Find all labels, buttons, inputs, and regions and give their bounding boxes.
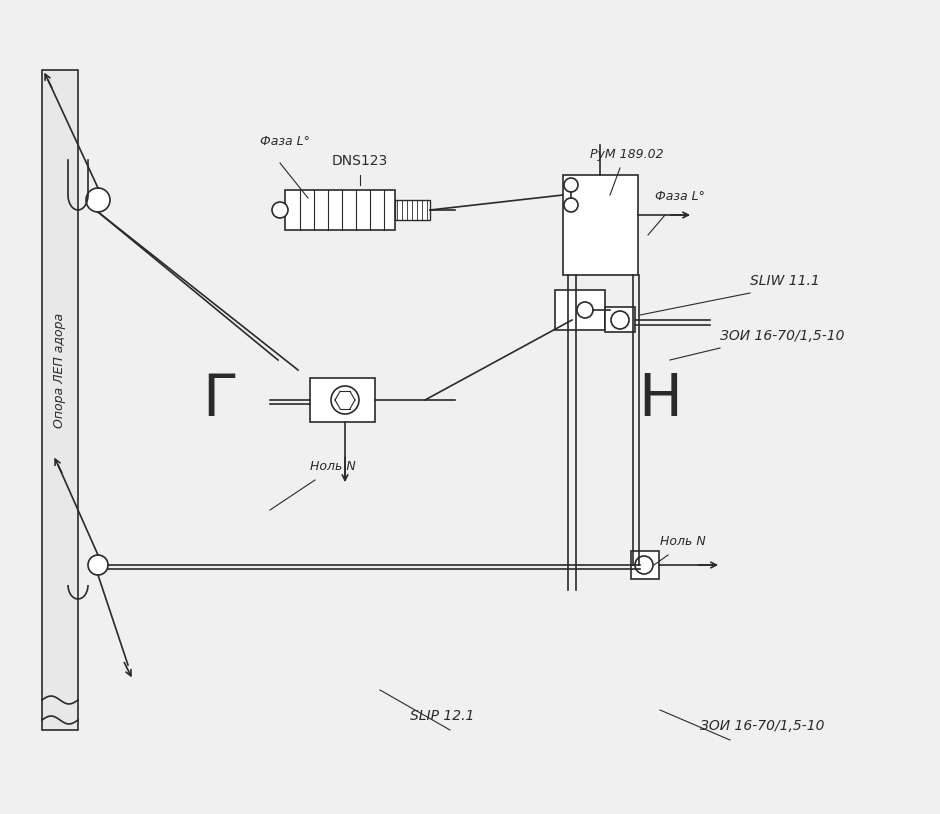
Bar: [42, 70, 78, 730]
Text: Н: Н: [638, 371, 681, 428]
Text: ЗОИ 16-70/1,5-10: ЗОИ 16-70/1,5-10: [700, 719, 824, 733]
Text: ЗОИ 16-70/1,5-10: ЗОИ 16-70/1,5-10: [720, 329, 844, 343]
Circle shape: [564, 198, 578, 212]
Text: SLIP 12.1: SLIP 12.1: [410, 709, 475, 723]
Circle shape: [611, 311, 629, 329]
Circle shape: [577, 302, 593, 318]
Circle shape: [331, 386, 359, 414]
Text: Ноль N: Ноль N: [660, 535, 706, 548]
Bar: [563, 175, 638, 275]
Text: РуМ 189.02: РуМ 189.02: [590, 148, 664, 161]
Bar: [631, 551, 659, 579]
Text: Г: Г: [202, 371, 238, 428]
Circle shape: [86, 188, 110, 212]
Circle shape: [564, 178, 578, 192]
Text: Ноль N: Ноль N: [310, 460, 355, 473]
Text: Опора ЛЕП адора: Опора ЛЕП адора: [54, 313, 67, 427]
Bar: [310, 378, 375, 422]
Bar: [395, 200, 430, 220]
Bar: [285, 190, 395, 230]
Bar: [605, 307, 635, 332]
Text: Фаза L°: Фаза L°: [260, 135, 310, 148]
Bar: [555, 290, 605, 330]
Text: SLIW 11.1: SLIW 11.1: [750, 274, 820, 288]
Circle shape: [272, 202, 288, 218]
Circle shape: [88, 555, 108, 575]
Circle shape: [635, 556, 653, 574]
Text: DNS123: DNS123: [332, 154, 388, 168]
Text: Фаза L°: Фаза L°: [655, 190, 705, 203]
